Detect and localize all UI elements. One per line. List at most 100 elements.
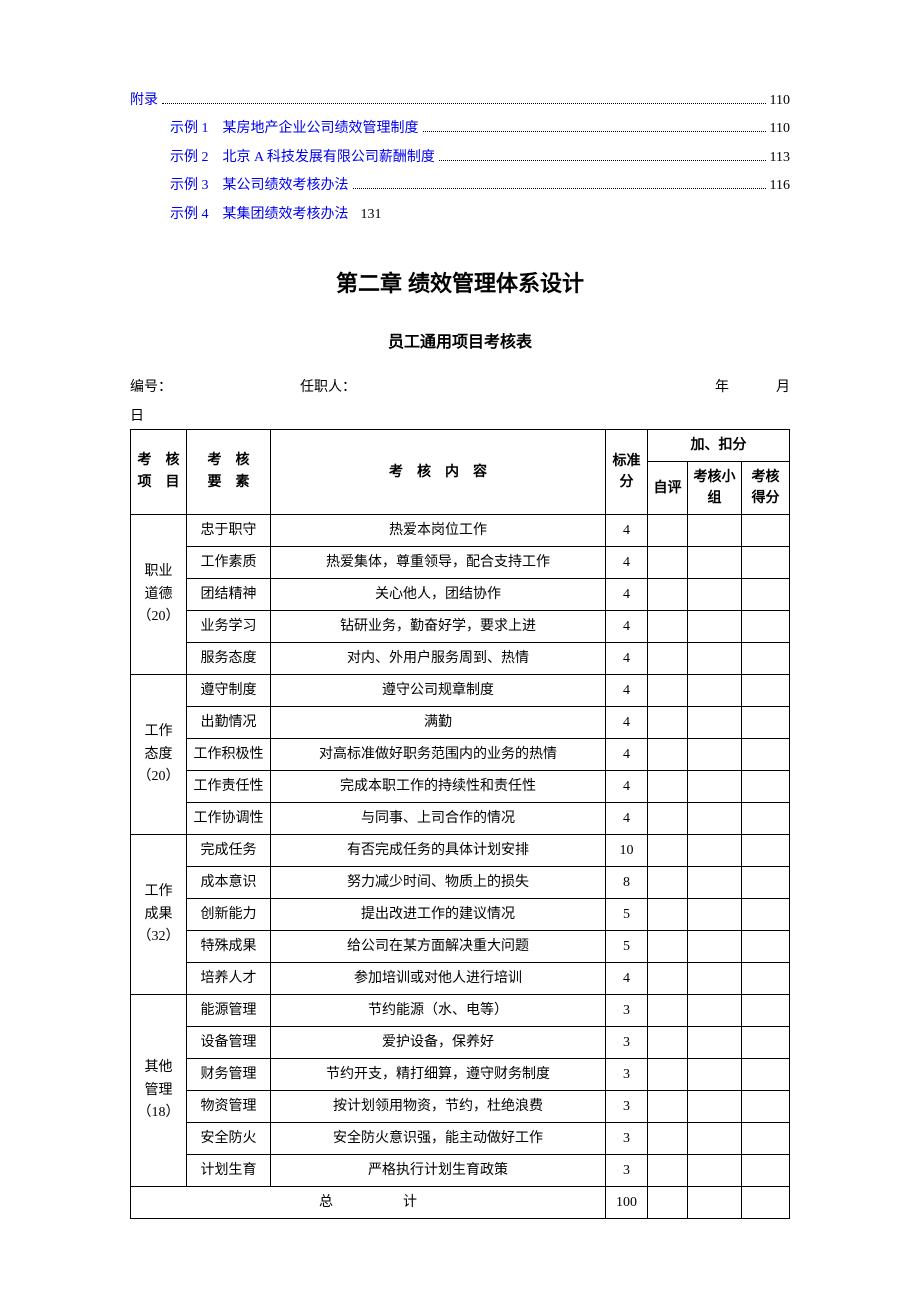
toc-dots <box>162 103 766 104</box>
self-cell[interactable] <box>648 995 688 1027</box>
group-cell[interactable] <box>688 931 742 963</box>
table-row: 出勤情况满勤4 <box>131 707 790 739</box>
group-cell[interactable] <box>688 675 742 707</box>
self-cell[interactable] <box>648 1059 688 1091</box>
chapter-title: 第二章 绩效管理体系设计 <box>130 266 790 298</box>
final-cell[interactable] <box>742 547 790 579</box>
final-cell[interactable] <box>742 643 790 675</box>
self-cell[interactable] <box>648 867 688 899</box>
group-cell[interactable] <box>688 867 742 899</box>
group-cell[interactable] <box>688 1123 742 1155</box>
group-cell[interactable] <box>688 579 742 611</box>
self-cell[interactable] <box>648 579 688 611</box>
group-cell[interactable] <box>688 899 742 931</box>
self-cell[interactable] <box>648 963 688 995</box>
total-self-cell[interactable] <box>648 1187 688 1219</box>
element-cell: 安全防火 <box>187 1123 271 1155</box>
self-cell[interactable] <box>648 1155 688 1187</box>
group-cell[interactable] <box>688 1059 742 1091</box>
total-row: 总 计100 <box>131 1187 790 1219</box>
final-cell[interactable] <box>742 931 790 963</box>
self-cell[interactable] <box>648 515 688 547</box>
total-final-cell[interactable] <box>742 1187 790 1219</box>
table-row: 计划生育严格执行计划生育政策3 <box>131 1155 790 1187</box>
total-group-cell[interactable] <box>688 1187 742 1219</box>
element-cell: 服务态度 <box>187 643 271 675</box>
group-cell[interactable] <box>688 707 742 739</box>
self-cell[interactable] <box>648 675 688 707</box>
self-cell[interactable] <box>648 739 688 771</box>
final-cell[interactable] <box>742 1059 790 1091</box>
self-cell[interactable] <box>648 1123 688 1155</box>
final-cell[interactable] <box>742 963 790 995</box>
toc-item: 示例 4 某集团绩效考核办法 131 <box>130 204 790 226</box>
table-row: 工作积极性对高标准做好职务范围内的业务的热情4 <box>131 739 790 771</box>
group-cell[interactable] <box>688 1155 742 1187</box>
self-cell[interactable] <box>648 707 688 739</box>
group-cell[interactable] <box>688 643 742 675</box>
category-cell: 其他管理（18） <box>131 995 187 1187</box>
final-cell[interactable] <box>742 835 790 867</box>
element-cell: 遵守制度 <box>187 675 271 707</box>
final-cell[interactable] <box>742 803 790 835</box>
self-cell[interactable] <box>648 643 688 675</box>
group-cell[interactable] <box>688 1091 742 1123</box>
group-cell[interactable] <box>688 739 742 771</box>
toc-dots <box>439 160 766 161</box>
final-cell[interactable] <box>742 1091 790 1123</box>
final-cell[interactable] <box>742 739 790 771</box>
group-cell[interactable] <box>688 995 742 1027</box>
self-cell[interactable] <box>648 899 688 931</box>
month-label: 月 <box>776 380 790 395</box>
self-cell[interactable] <box>648 547 688 579</box>
final-cell[interactable] <box>742 1123 790 1155</box>
self-cell[interactable] <box>648 1027 688 1059</box>
final-cell[interactable] <box>742 867 790 899</box>
group-cell[interactable] <box>688 835 742 867</box>
toc-link[interactable]: 附录 <box>130 90 158 112</box>
element-cell: 团结精神 <box>187 579 271 611</box>
final-cell[interactable] <box>742 515 790 547</box>
group-cell[interactable] <box>688 1027 742 1059</box>
group-cell[interactable] <box>688 963 742 995</box>
toc-link[interactable]: 示例 3 某公司绩效考核办法 <box>170 175 349 197</box>
group-cell[interactable] <box>688 515 742 547</box>
group-cell[interactable] <box>688 547 742 579</box>
element-cell: 培养人才 <box>187 963 271 995</box>
header-category: 考 核项 目 <box>131 430 187 515</box>
self-cell[interactable] <box>648 611 688 643</box>
final-cell[interactable] <box>742 675 790 707</box>
final-cell[interactable] <box>742 1155 790 1187</box>
final-cell[interactable] <box>742 1027 790 1059</box>
final-cell[interactable] <box>742 771 790 803</box>
toc-link[interactable]: 示例 4 某集团绩效考核办法 <box>170 204 349 226</box>
self-cell[interactable] <box>648 835 688 867</box>
toc-link[interactable]: 示例 2 北京 A 科技发展有限公司薪酬制度 <box>170 147 435 169</box>
element-cell: 特殊成果 <box>187 931 271 963</box>
final-cell[interactable] <box>742 579 790 611</box>
content-cell: 热爱本岗位工作 <box>271 515 606 547</box>
final-cell[interactable] <box>742 899 790 931</box>
final-cell[interactable] <box>742 611 790 643</box>
self-cell[interactable] <box>648 803 688 835</box>
form-person-label: 任职人： <box>300 377 715 399</box>
final-cell[interactable] <box>742 995 790 1027</box>
self-cell[interactable] <box>648 1091 688 1123</box>
final-cell[interactable] <box>742 707 790 739</box>
toc-link[interactable]: 示例 1 某房地产企业公司绩效管理制度 <box>170 118 419 140</box>
content-cell: 参加培训或对他人进行培训 <box>271 963 606 995</box>
table-row: 物资管理按计划领用物资，节约，杜绝浪费3 <box>131 1091 790 1123</box>
group-cell[interactable] <box>688 771 742 803</box>
score-cell: 4 <box>606 547 648 579</box>
content-cell: 完成本职工作的持续性和责任性 <box>271 771 606 803</box>
section-title: 员工通用项目考核表 <box>130 328 790 352</box>
toc-page: 110 <box>770 118 790 140</box>
self-cell[interactable] <box>648 771 688 803</box>
self-cell[interactable] <box>648 931 688 963</box>
group-cell[interactable] <box>688 611 742 643</box>
group-cell[interactable] <box>688 803 742 835</box>
score-cell: 4 <box>606 963 648 995</box>
table-row: 工作态度（20）遵守制度遵守公司规章制度4 <box>131 675 790 707</box>
content-cell: 节约能源（水、电等） <box>271 995 606 1027</box>
table-row: 成本意识努力减少时间、物质上的损失8 <box>131 867 790 899</box>
